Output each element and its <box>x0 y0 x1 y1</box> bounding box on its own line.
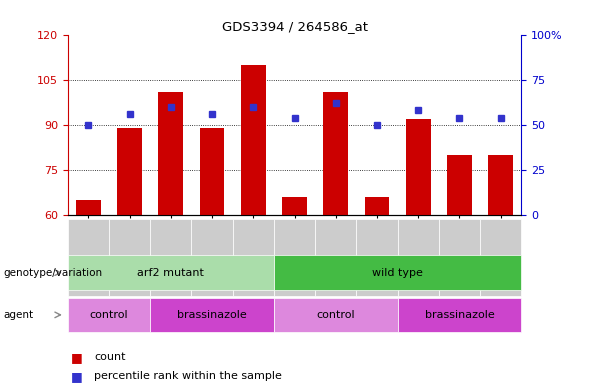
Bar <box>117 128 142 215</box>
Text: arf2 mutant: arf2 mutant <box>137 268 204 278</box>
Text: control: control <box>90 310 128 320</box>
Bar <box>282 197 307 215</box>
Bar <box>365 197 389 215</box>
Text: count: count <box>94 352 125 362</box>
Bar <box>406 119 431 215</box>
Bar <box>200 128 224 215</box>
Text: ■: ■ <box>71 351 82 364</box>
Bar <box>76 200 101 215</box>
Bar <box>158 92 183 215</box>
Text: agent: agent <box>3 310 33 320</box>
Bar <box>447 155 472 215</box>
Title: GDS3394 / 264586_at: GDS3394 / 264586_at <box>221 20 368 33</box>
Text: percentile rank within the sample: percentile rank within the sample <box>94 371 282 381</box>
Text: genotype/variation: genotype/variation <box>3 268 102 278</box>
Bar <box>488 155 513 215</box>
Text: ■: ■ <box>71 370 82 383</box>
Text: control: control <box>316 310 355 320</box>
Bar <box>241 65 266 215</box>
Bar <box>323 92 348 215</box>
Text: brassinazole: brassinazole <box>177 310 247 320</box>
Text: brassinazole: brassinazole <box>425 310 494 320</box>
Text: wild type: wild type <box>372 268 423 278</box>
